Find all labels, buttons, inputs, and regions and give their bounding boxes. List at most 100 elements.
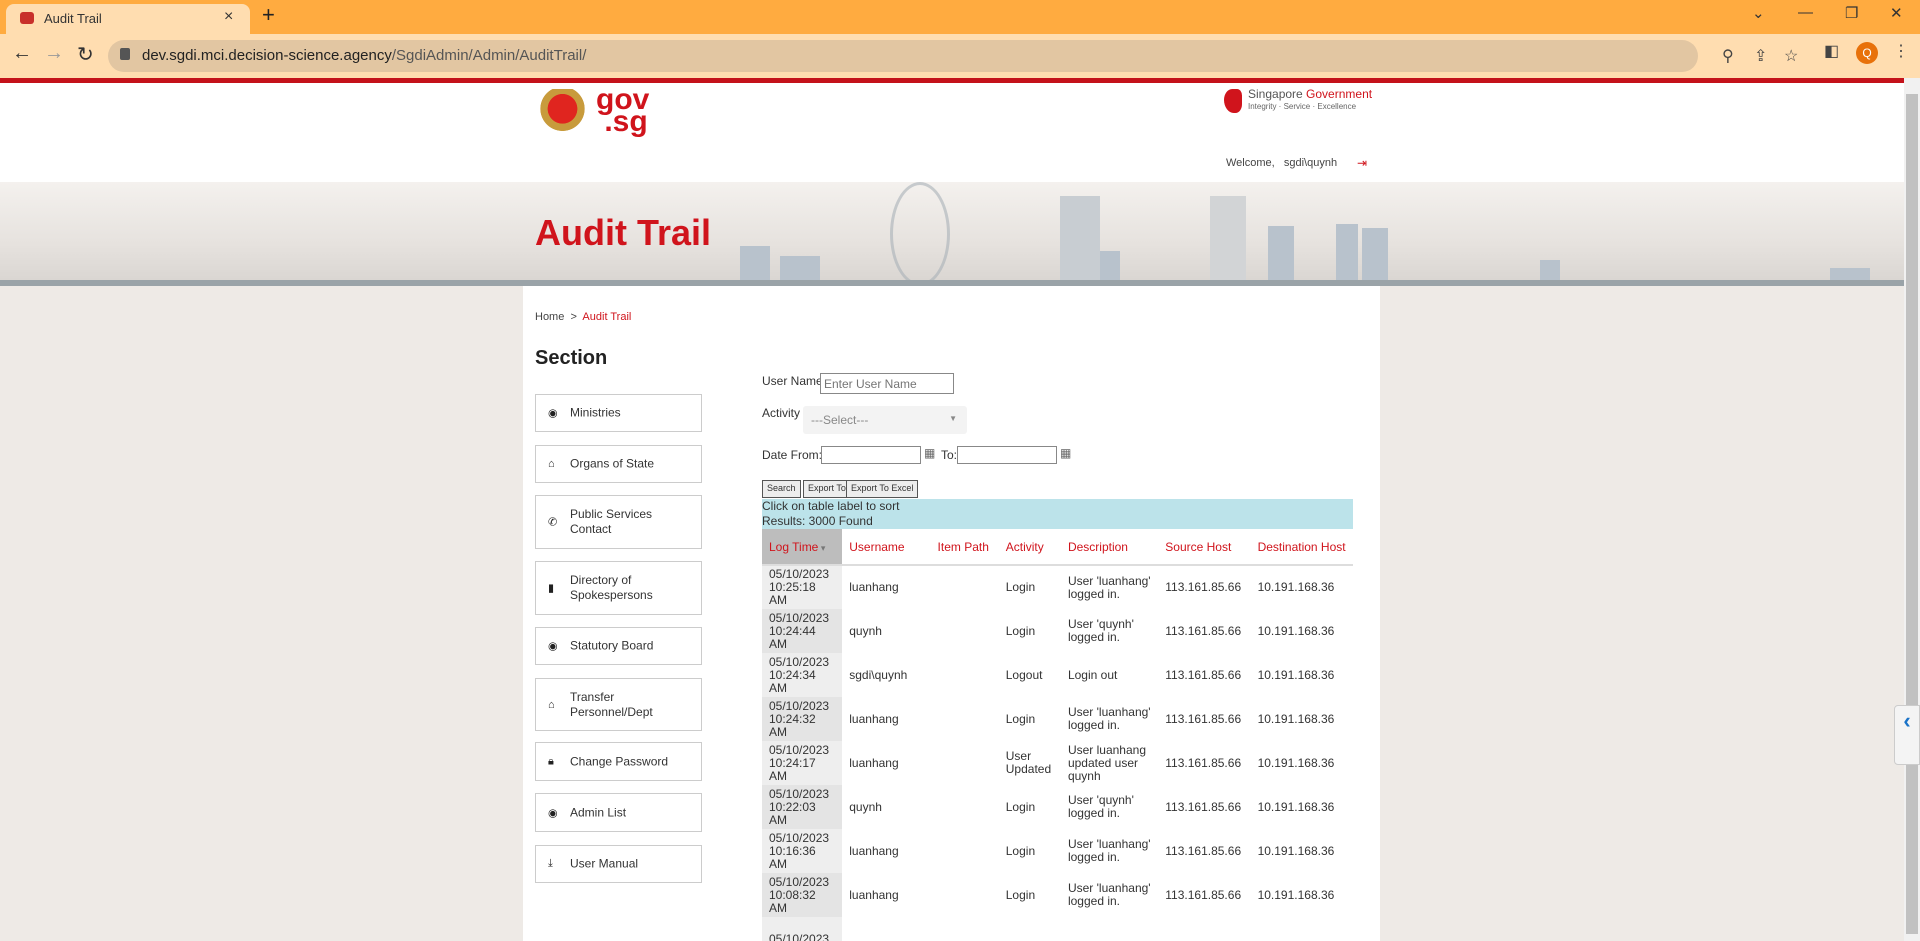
export-excel-button[interactable]: Export To Excel	[846, 480, 919, 498]
sidebar-item-change-password[interactable]: 🔒︎ Change Password	[535, 742, 702, 781]
date-from-label: Date From:	[762, 448, 823, 462]
side-drawer-toggle[interactable]: ‹	[1894, 705, 1920, 765]
side-panel-icon[interactable]: ◧	[1824, 43, 1840, 60]
forward-icon[interactable]: →	[44, 42, 64, 64]
column-header[interactable]: Source Host	[1158, 529, 1251, 566]
table-cell: Login	[1005, 580, 1036, 594]
sidebar-item-label: Public Services Contact	[570, 507, 653, 536]
page-scrollbar[interactable]	[1904, 78, 1920, 941]
results-info-bar: Click on table label to sort Results: 30…	[762, 499, 1353, 529]
table-cell: 113.161.85.66	[1165, 843, 1242, 858]
table-row: 05/10/2023 10:08:32 AM luanhang Login User …	[762, 873, 1353, 917]
table-row: 05/10/2023 10:22:03 AM quynh Login User 'qu…	[762, 785, 1353, 829]
sidebar-item-public-services-contact[interactable]: ✆ Public Services Contact	[535, 495, 702, 549]
share-icon[interactable]: ⇪	[1754, 48, 1768, 65]
table-cell	[1251, 917, 1353, 941]
table-header-row: Log Time ▾ Username Item Path Activity Descr…	[762, 529, 1353, 566]
logout-icon[interactable]: ⇥	[1357, 156, 1368, 170]
table-cell: 05/10/2023	[762, 917, 843, 941]
username-input[interactable]	[820, 373, 954, 394]
profile-avatar[interactable]: Q	[1856, 42, 1878, 64]
table-cell: 05/10/2023 10:22:03 AM	[762, 785, 843, 829]
column-header[interactable]: Username	[842, 529, 931, 566]
activity-selected: ---Select---	[811, 413, 869, 427]
column-header[interactable]: Log Time ▾	[762, 529, 843, 566]
activity-select[interactable]: ---Select--- ▼	[803, 406, 967, 434]
sg-gov-accent: Government	[1306, 87, 1373, 101]
sidebar-item-label: Organs of State	[570, 456, 655, 471]
back-icon[interactable]: ←	[12, 42, 32, 64]
minimize-button[interactable]: —	[1798, 4, 1813, 21]
table-row: 05/10/2023 10:25:18 AM luanhang Login User …	[762, 565, 1353, 609]
date-from-input[interactable]	[821, 446, 921, 464]
scrollbar-thumb[interactable]	[1906, 94, 1918, 934]
zoom-icon[interactable]: ⚲	[1722, 48, 1734, 65]
table-cell	[931, 697, 999, 741]
sidebar-item-label: Admin List	[570, 805, 627, 819]
ferris-wheel	[890, 182, 950, 286]
address-bar[interactable]: dev.sgdi.mci.decision-science.agency/Sgd…	[108, 40, 1798, 72]
column-header-label: Destination Host	[1257, 539, 1346, 554]
table-cell: 05/10/2023 10:25:18 AM	[762, 565, 843, 609]
table-cell: User Updated	[1005, 749, 1052, 776]
menu-icon[interactable]: ⋮	[1893, 43, 1909, 60]
close-tab-icon[interactable]: ×	[224, 8, 234, 25]
close-window-button[interactable]: ✕	[1890, 5, 1903, 22]
table-cell: Login	[1005, 799, 1036, 814]
browser-tab[interactable]: Audit Trail ×	[6, 4, 250, 34]
sort-hint: Click on table label to sort	[762, 499, 900, 513]
table-cell: 113.161.85.66	[1165, 711, 1242, 726]
table-cell: 05/10/2023 10:24:32 AM	[762, 697, 843, 741]
table-cell: luanhang	[849, 580, 899, 594]
stack-icon: ◉	[548, 807, 558, 819]
sidebar-item-admin-list[interactable]: ◉ Admin List	[535, 793, 702, 832]
sidebar-item-statutory-board[interactable]: ◉ Statutory Board	[535, 627, 702, 665]
bookmark-star-icon[interactable]: ☆	[1784, 48, 1799, 65]
column-header-label: Item Path	[937, 539, 989, 554]
chevron-left-icon: ‹	[1903, 708, 1911, 733]
welcome-text: Welcome, sgdi\quynh	[1226, 157, 1338, 169]
gov-sg-logo[interactable]: gov .sg	[596, 83, 650, 138]
breadcrumb-separator: >	[570, 311, 577, 323]
breadcrumb-home[interactable]: Home	[535, 311, 565, 323]
table-cell: 05/10/2023 10:24:34 AM	[762, 653, 843, 697]
column-header[interactable]: Activity	[998, 529, 1061, 566]
sidebar-item-directory-of-spokespersons[interactable]: ▮ Directory of Spokespersons	[535, 561, 702, 615]
column-header[interactable]: Item Path	[930, 529, 999, 566]
calendar-icon[interactable]: ▦	[1060, 446, 1072, 460]
table-cell	[931, 653, 999, 697]
table-cell: 113.161.85.66	[1165, 580, 1242, 594]
sidebar-item-ministries[interactable]: ◉ Ministries	[535, 394, 702, 432]
skyline-building	[1210, 196, 1246, 286]
page-title: Audit Trail	[535, 212, 712, 253]
table-cell: Login out	[1067, 667, 1118, 682]
reload-icon[interactable]: ↻	[77, 44, 94, 66]
sidebar-item-user-manual[interactable]: ⤓ User Manual	[535, 845, 702, 883]
column-header[interactable]: Destination Host	[1250, 529, 1353, 566]
table-cell	[931, 829, 999, 873]
skyline-building	[1268, 226, 1294, 286]
calendar-icon[interactable]: ▦	[924, 446, 936, 460]
audit-table-container: Log Time ▾ Username Item Path Activity Descr…	[762, 529, 1353, 941]
table-cell: 113.161.85.66	[1165, 667, 1242, 682]
table-cell: 113.161.85.66	[1165, 623, 1242, 638]
lion-head-icon	[1224, 89, 1242, 113]
sidebar-item-transfer-personnel[interactable]: ⌂ Transfer Personnel/Dept	[535, 678, 702, 731]
column-header[interactable]: Description	[1060, 529, 1159, 566]
search-button[interactable]: Search	[762, 480, 801, 498]
activity-label: Activity	[762, 406, 801, 420]
tab-search-icon[interactable]: ⌄	[1752, 5, 1765, 22]
new-tab-button[interactable]: +	[262, 2, 275, 27]
restore-button[interactable]: ❐	[1845, 5, 1859, 22]
sidebar-item-organs-of-state[interactable]: ⌂ Organs of State	[535, 445, 702, 483]
crest-favicon-icon	[20, 12, 34, 24]
lock-icon	[120, 48, 130, 60]
institution-icon: ⌂	[548, 698, 555, 711]
table-cell: Login	[1005, 843, 1036, 858]
browser-toolbar: ← → ↻ dev.sgdi.mci.decision-science.agen…	[0, 34, 1920, 78]
column-header-label: Source Host	[1165, 539, 1232, 554]
date-to-input[interactable]	[957, 446, 1057, 464]
table-cell: User 'luanhang' logged in.	[1067, 573, 1151, 601]
sidebar-item-label: User Manual	[570, 856, 639, 871]
sg-gov-tagline: Integrity · Service · Excellence	[1248, 102, 1357, 111]
